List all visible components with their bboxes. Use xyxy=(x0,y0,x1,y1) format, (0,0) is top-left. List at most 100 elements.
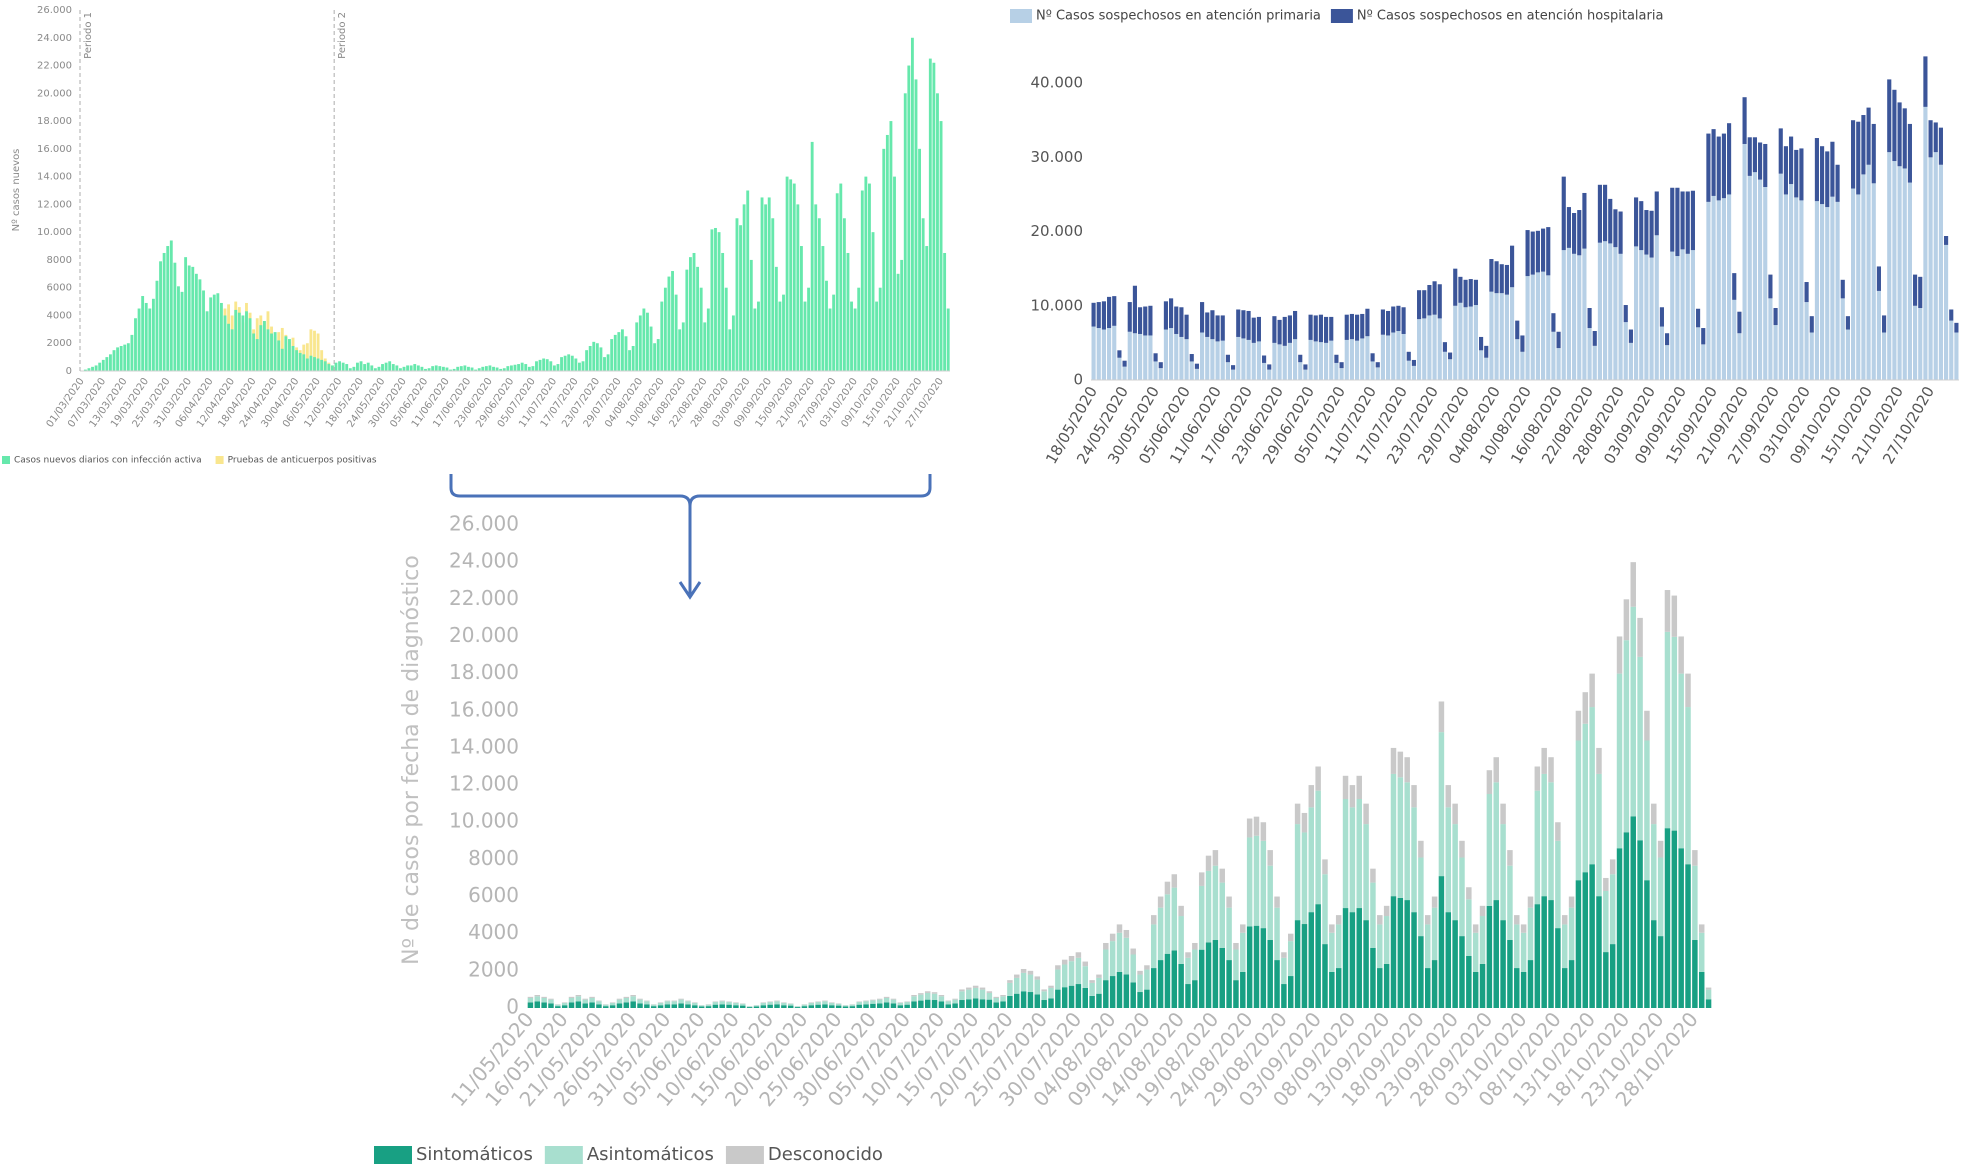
bar xyxy=(630,994,636,997)
bar xyxy=(1659,326,1664,380)
bar xyxy=(1500,920,1506,1008)
bar xyxy=(986,992,993,1000)
y-tick-label: 18.000 xyxy=(449,660,519,684)
bar xyxy=(1390,896,1397,1008)
bar xyxy=(731,315,735,371)
bar xyxy=(966,989,972,1000)
bar xyxy=(1918,276,1923,309)
bar xyxy=(807,287,811,371)
y-tick-label: 4000 xyxy=(47,310,72,321)
bar xyxy=(1225,362,1230,380)
bar xyxy=(1609,859,1616,875)
bar xyxy=(1515,339,1520,380)
bar xyxy=(1293,339,1298,380)
bar xyxy=(767,197,771,371)
bar xyxy=(1500,824,1506,921)
bar xyxy=(642,308,646,371)
bar xyxy=(925,246,929,371)
bar xyxy=(1089,995,1095,1008)
bar xyxy=(1628,342,1633,380)
bar xyxy=(1274,907,1280,961)
bar xyxy=(822,1001,828,1005)
bar xyxy=(1301,924,1308,1008)
bar xyxy=(1246,818,1253,838)
bar xyxy=(801,1004,808,1007)
bar xyxy=(517,364,521,371)
bar xyxy=(782,294,785,371)
bar xyxy=(1572,253,1577,380)
bar xyxy=(1007,980,1013,983)
bar xyxy=(938,994,945,997)
bar xyxy=(1561,250,1566,380)
bar xyxy=(705,1006,712,1008)
bar xyxy=(1318,314,1323,343)
bar xyxy=(808,1002,815,1003)
bar xyxy=(1148,305,1153,336)
bar xyxy=(1226,960,1232,1008)
legend-label: Nº Casos sospechosos en atención hospita… xyxy=(1357,9,1664,24)
bar xyxy=(1913,305,1918,380)
bar xyxy=(1411,365,1416,380)
bar xyxy=(1809,332,1814,380)
bar xyxy=(356,362,359,371)
bar xyxy=(567,354,571,371)
bar xyxy=(561,1002,568,1006)
bar xyxy=(1164,953,1171,1008)
bar xyxy=(870,1003,876,1008)
bar xyxy=(1205,942,1212,1008)
bar xyxy=(1377,924,1383,969)
bar xyxy=(151,298,155,371)
bar xyxy=(1370,882,1376,948)
bar xyxy=(1892,161,1897,380)
bar xyxy=(767,1004,773,1008)
bar xyxy=(1778,128,1783,174)
bar xyxy=(764,204,768,371)
bar xyxy=(1758,179,1763,380)
bar xyxy=(548,998,554,1000)
bar xyxy=(1287,342,1292,380)
bar xyxy=(402,366,406,371)
bar xyxy=(1758,142,1763,180)
bar xyxy=(1520,335,1525,352)
bar xyxy=(671,271,674,371)
bar xyxy=(1830,196,1835,380)
bar xyxy=(1198,949,1205,1008)
bar xyxy=(1789,184,1794,380)
bar xyxy=(1406,360,1411,380)
bar xyxy=(1463,307,1468,380)
bar xyxy=(1322,944,1328,1008)
bar xyxy=(821,246,825,371)
bar xyxy=(1438,701,1445,733)
bar xyxy=(1061,987,1068,1008)
bar xyxy=(979,989,986,1000)
bar xyxy=(1671,830,1678,1008)
bar xyxy=(1551,331,1556,380)
y-tick-label: 16.000 xyxy=(37,144,72,155)
bar xyxy=(1448,352,1453,360)
bar xyxy=(1215,315,1220,342)
bar xyxy=(1055,969,1061,990)
bar xyxy=(1179,307,1184,337)
bar xyxy=(1157,907,1164,961)
bar xyxy=(1534,766,1541,791)
bar xyxy=(563,355,567,371)
bar xyxy=(931,993,938,1001)
bar xyxy=(1840,279,1845,299)
bar xyxy=(921,218,925,371)
bar xyxy=(781,1002,787,1003)
bar xyxy=(1577,210,1582,256)
bar xyxy=(406,365,410,371)
bar xyxy=(1329,316,1334,341)
bar xyxy=(527,1002,534,1008)
bar xyxy=(1568,907,1575,961)
bar xyxy=(98,362,102,371)
bar xyxy=(1122,366,1127,380)
bar xyxy=(1452,920,1458,1008)
bar xyxy=(1659,307,1664,327)
bar xyxy=(767,1001,773,1003)
bar xyxy=(1344,339,1349,380)
bar xyxy=(1324,342,1329,380)
bar xyxy=(835,1003,842,1006)
bar xyxy=(1027,992,1034,1008)
bar xyxy=(1716,136,1721,201)
